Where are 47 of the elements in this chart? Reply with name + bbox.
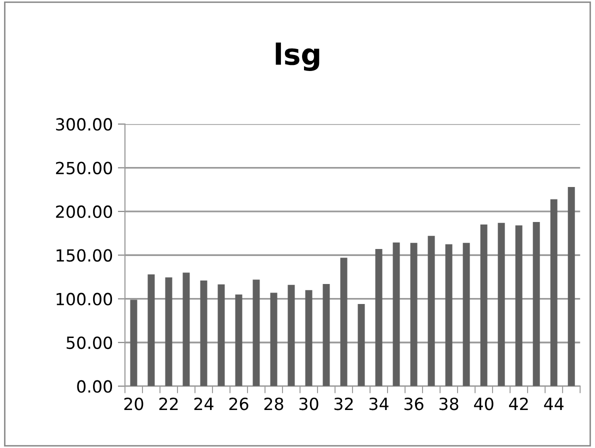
bar <box>340 258 348 386</box>
x-tick-label: 28 <box>264 398 284 410</box>
chart-title: lsg <box>276 42 320 72</box>
bar <box>165 277 172 386</box>
bar <box>252 280 260 386</box>
bar <box>410 242 418 386</box>
y-tick-label: 200.00 <box>56 205 112 218</box>
bar <box>375 249 382 386</box>
bar <box>445 244 452 386</box>
x-tick-label: 20 <box>124 398 144 410</box>
bar <box>200 280 208 386</box>
y-tick-label: 100.00 <box>56 292 112 306</box>
bar <box>148 274 155 386</box>
bar <box>218 284 225 386</box>
bar <box>130 300 138 386</box>
x-tick-label: 44 <box>544 398 564 410</box>
x-tick-label: 38 <box>439 398 458 410</box>
bar <box>568 186 575 386</box>
y-tick-label: 150.00 <box>56 249 112 262</box>
bar <box>322 284 330 386</box>
bar <box>288 284 295 386</box>
bar <box>392 242 400 386</box>
y-tick-label: 300.00 <box>56 118 112 131</box>
bar <box>515 225 522 386</box>
x-tick-label: 24 <box>194 398 214 410</box>
bar <box>235 294 242 386</box>
bar <box>270 292 278 386</box>
bar <box>480 224 488 386</box>
x-tick-label: 36 <box>404 398 424 410</box>
bar <box>498 222 505 386</box>
y-tick-label: 250.00 <box>56 162 112 174</box>
bar <box>358 304 365 386</box>
x-tick-label: 42 <box>509 398 528 410</box>
x-tick-label: 40 <box>474 398 494 410</box>
bar <box>428 236 435 386</box>
x-tick-label: 30 <box>299 398 318 410</box>
bar <box>305 290 312 386</box>
bar <box>550 199 558 386</box>
y-tick-label: 50.00 <box>66 336 112 350</box>
x-tick-label: 22 <box>159 398 178 410</box>
bar <box>182 272 190 386</box>
bar <box>532 222 540 386</box>
x-tick-label: 26 <box>229 398 248 410</box>
y-tick-label: 0.00 <box>77 380 112 393</box>
x-tick-label: 34 <box>369 398 388 410</box>
x-tick-label: 32 <box>334 398 353 410</box>
bar <box>462 242 470 386</box>
